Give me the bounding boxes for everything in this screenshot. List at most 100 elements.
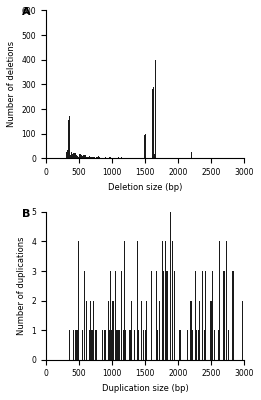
Bar xyxy=(69,330,70,360)
X-axis label: Deletion size (bp): Deletion size (bp) xyxy=(108,183,182,192)
Bar xyxy=(195,271,196,360)
Bar xyxy=(69,116,70,158)
Bar xyxy=(95,156,96,158)
Bar xyxy=(91,330,92,360)
Bar xyxy=(91,157,92,158)
Bar xyxy=(87,157,88,158)
Bar xyxy=(131,330,132,360)
Bar xyxy=(165,242,166,360)
Bar xyxy=(84,156,85,158)
Bar xyxy=(90,301,91,360)
Bar xyxy=(104,330,105,360)
Bar xyxy=(191,301,192,360)
Bar xyxy=(192,330,193,360)
Bar xyxy=(138,330,139,360)
Bar xyxy=(97,157,98,158)
Bar xyxy=(77,271,78,360)
Bar xyxy=(166,271,167,360)
Bar xyxy=(76,156,77,158)
Bar xyxy=(224,301,225,360)
Bar xyxy=(141,301,142,360)
Bar xyxy=(233,271,234,360)
Bar xyxy=(124,242,125,360)
Bar xyxy=(93,157,94,158)
Bar xyxy=(125,330,126,360)
Bar xyxy=(112,330,113,360)
Bar xyxy=(154,154,155,158)
Bar xyxy=(198,330,199,360)
Bar xyxy=(115,330,116,360)
Bar xyxy=(211,301,212,360)
Y-axis label: Number of duplications: Number of duplications xyxy=(17,236,26,335)
Bar xyxy=(113,301,114,360)
Bar xyxy=(170,330,171,360)
Bar xyxy=(163,271,164,360)
Bar xyxy=(153,87,154,158)
Bar xyxy=(118,271,119,360)
Bar xyxy=(92,330,93,360)
Bar xyxy=(73,153,74,158)
Bar xyxy=(71,152,72,158)
Bar xyxy=(159,301,160,360)
Bar xyxy=(108,301,109,360)
Bar xyxy=(152,89,153,158)
Bar xyxy=(76,330,77,360)
Bar xyxy=(78,157,79,158)
Bar xyxy=(212,271,213,360)
Bar xyxy=(72,154,73,158)
Bar xyxy=(134,330,135,360)
Bar xyxy=(146,330,147,360)
Bar xyxy=(228,330,229,360)
Bar xyxy=(137,242,138,360)
Bar xyxy=(202,271,203,360)
Bar xyxy=(82,156,83,158)
Bar xyxy=(78,301,79,360)
Bar xyxy=(105,157,106,158)
Bar xyxy=(144,153,145,158)
Bar xyxy=(187,330,188,360)
Bar xyxy=(242,301,243,360)
Bar xyxy=(205,271,206,360)
Bar xyxy=(232,330,233,360)
Bar xyxy=(143,330,144,360)
Bar xyxy=(73,330,74,360)
Bar xyxy=(123,330,124,360)
Bar xyxy=(83,156,84,158)
Bar xyxy=(152,135,153,158)
Bar xyxy=(146,301,147,360)
Bar xyxy=(67,150,68,158)
Bar xyxy=(115,330,116,360)
Bar xyxy=(226,242,227,360)
Bar xyxy=(110,271,111,360)
Bar xyxy=(190,301,191,360)
Bar xyxy=(124,330,125,360)
Bar xyxy=(155,135,156,158)
Bar xyxy=(105,330,106,360)
Bar xyxy=(141,330,142,360)
Bar xyxy=(98,156,99,158)
Bar xyxy=(68,120,69,158)
Bar xyxy=(198,330,199,360)
Bar xyxy=(86,157,87,158)
Bar xyxy=(191,152,192,158)
Bar xyxy=(151,271,152,360)
Bar xyxy=(102,330,103,360)
Bar xyxy=(145,152,146,158)
Bar xyxy=(85,155,86,158)
Bar xyxy=(109,330,110,360)
Bar xyxy=(86,301,87,360)
Bar xyxy=(144,136,145,158)
Bar xyxy=(191,156,192,158)
Bar xyxy=(119,330,120,360)
Bar xyxy=(84,271,85,360)
Bar xyxy=(199,330,200,360)
Bar xyxy=(77,156,78,158)
Bar xyxy=(204,330,205,360)
Bar xyxy=(76,242,77,360)
Bar xyxy=(224,271,225,360)
Bar xyxy=(109,157,110,158)
Bar xyxy=(214,330,215,360)
Bar xyxy=(162,271,163,360)
Bar xyxy=(112,301,113,360)
Bar xyxy=(154,154,155,158)
